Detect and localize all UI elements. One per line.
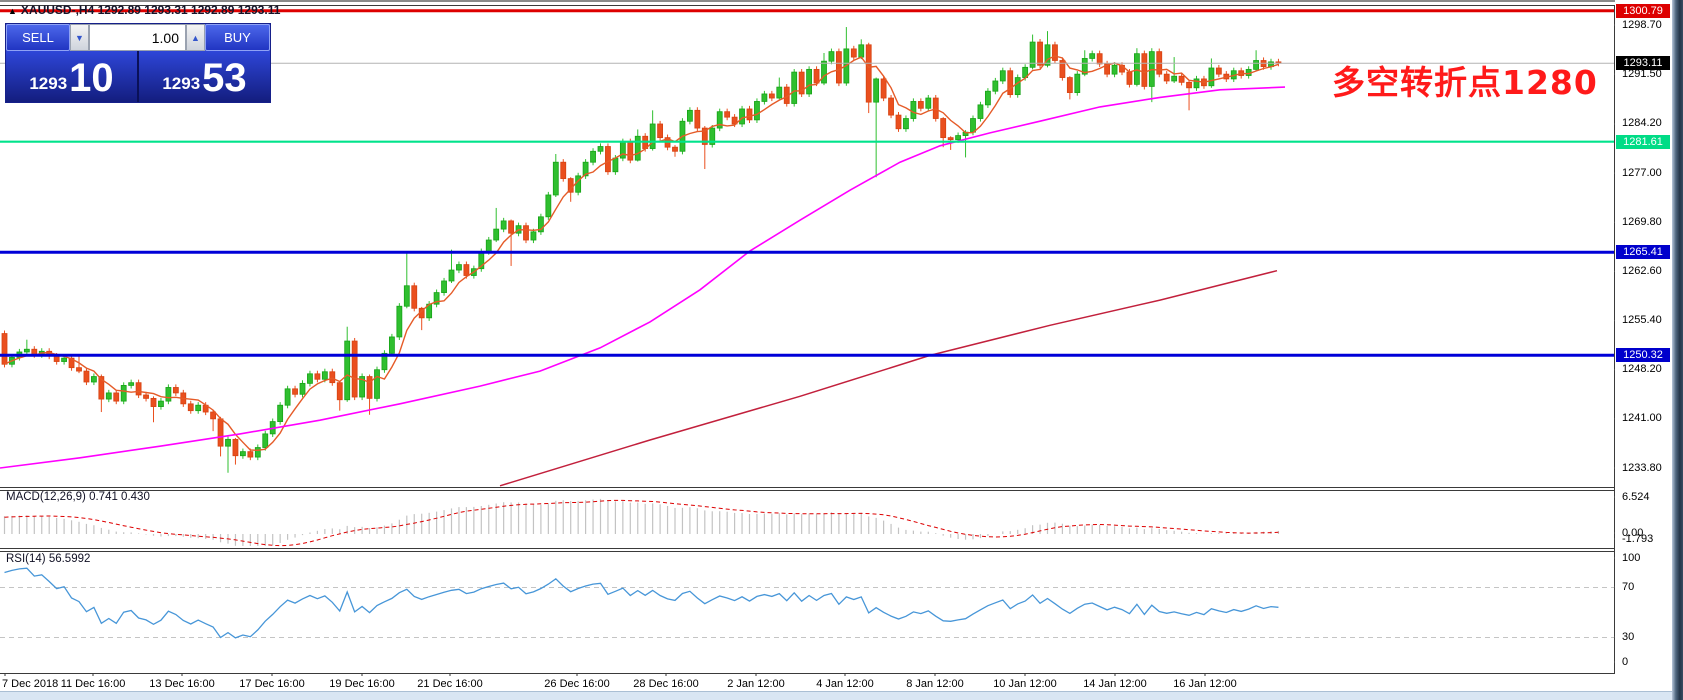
window-bottom-edge: [0, 691, 1683, 700]
price-axis-label: 1262.60: [1622, 264, 1662, 277]
price-axis-highlight-label: 1281.61: [1616, 134, 1670, 149]
price-axis-label: 1298.70: [1622, 18, 1662, 31]
price-axis-label: 1269.80: [1622, 215, 1662, 228]
time-axis-label: 2 Jan 12:00: [727, 678, 785, 690]
time-axis-label: 26 Dec 16:00: [544, 678, 610, 690]
price-axis-label: 1255.40: [1622, 314, 1662, 327]
buy-price-big: 53: [202, 56, 247, 100]
macd-axis-label: -1.793: [1622, 532, 1654, 545]
macd-histogram: [3, 498, 1280, 546]
macd-axis-label: 6.524: [1622, 490, 1650, 503]
rsi-axis-label: 0: [1622, 655, 1629, 668]
price-axis-highlight-label: 1293.11: [1616, 56, 1670, 71]
rsi-line: [4, 567, 1279, 639]
price-axis-highlight-label: 1265.41: [1616, 245, 1670, 260]
time-axis[interactable]: 7 Dec 2018 11 Dec 16:00 13 Dec 16:00 17 Dec…: [0, 676, 1614, 691]
lot-decrease-button[interactable]: ▼: [70, 24, 89, 51]
sell-price-small: 1293: [29, 74, 68, 93]
time-axis-label: 10 Jan 12:00: [993, 678, 1057, 690]
ma-medium-line: [0, 86, 1286, 469]
chevron-up-icon: ▲: [191, 32, 200, 43]
time-axis-label: 16 Jan 12:00: [1173, 678, 1237, 690]
symbol-arrow-icon: ▲: [8, 6, 17, 16]
buy-price-small: 1293: [162, 74, 201, 93]
one-click-trade-panel: SELL ▼ ▲ BUY 1293 10 1293 53: [5, 23, 271, 103]
lot-size-input[interactable]: [89, 24, 186, 51]
price-axis-highlight-label: 1250.32: [1616, 348, 1670, 363]
rsi-axis-label: 30: [1622, 630, 1635, 643]
time-axis-label: 21 Dec 16:00: [417, 678, 483, 690]
rsi-axis-label: 100: [1622, 551, 1641, 564]
time-axis-label: 11 Dec 16:00: [60, 678, 126, 690]
buy-price-display[interactable]: 1293 53: [139, 51, 270, 102]
buy-button[interactable]: BUY: [205, 24, 270, 51]
price-axis-label: 1284.20: [1622, 117, 1662, 130]
sell-price-big: 10: [69, 56, 114, 100]
macd-axis-label: 0.00: [1622, 526, 1644, 539]
time-axis-label: 7 Dec 2018: [2, 678, 59, 690]
price-scale[interactable]: 1298.70 1291.50 1284.20 1277.00 1269.80 1262.…: [1615, 0, 1672, 691]
time-axis-label: 28 Dec 16:00: [633, 678, 699, 690]
price-axis-label: 1277.00: [1622, 166, 1662, 179]
desktop-background-strip: [1672, 0, 1683, 700]
time-axis-label: 13 Dec 16:00: [149, 678, 215, 690]
price-axis-label: 1241.00: [1622, 412, 1662, 425]
price-axis-label: 1233.80: [1622, 461, 1662, 474]
time-axis-label: 19 Dec 16:00: [329, 678, 395, 690]
time-axis-label: 14 Jan 12:00: [1083, 678, 1147, 690]
lot-increase-button[interactable]: ▲: [186, 24, 205, 51]
price-axis-highlight-label: 1300.79: [1616, 3, 1670, 18]
chart-text-annotation: 多空转折点1280: [1332, 63, 1598, 102]
chevron-down-icon: ▼: [75, 32, 84, 43]
time-axis-label: 8 Jan 12:00: [906, 678, 964, 690]
ma-slow-line: [499, 269, 1278, 487]
rsi-indicator-label: RSI(14) 56.5992: [6, 553, 91, 565]
time-axis-label: 4 Jan 12:00: [816, 678, 874, 690]
sell-button[interactable]: SELL: [6, 24, 70, 51]
macd-indicator-label: MACD(12,26,9) 0.741 0.430: [6, 491, 150, 503]
sell-price-display[interactable]: 1293 10: [6, 51, 139, 102]
price-axis-label: 1291.50: [1622, 67, 1662, 80]
chart-title: ▲ XAUUSD-,H4 1292.89 1293.31 1292.89 1293…: [8, 3, 280, 17]
window-top-border: [0, 0, 1683, 2]
macd-signal-line: [4, 499, 1279, 547]
time-axis-label: 17 Dec 16:00: [239, 678, 305, 690]
rsi-axis-label: 70: [1622, 580, 1635, 593]
chart-title-text: XAUUSD-,H4 1292.89 1293.31 1292.89 1293.…: [20, 3, 281, 17]
price-axis-label: 1248.20: [1622, 363, 1662, 376]
